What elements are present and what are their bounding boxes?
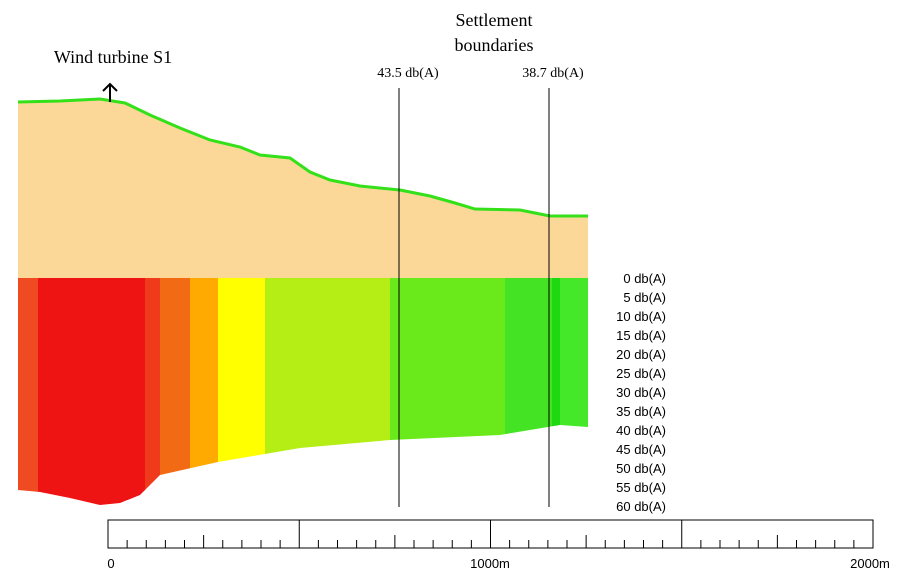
legend-label: 40 db(A)	[616, 423, 666, 438]
legend: 0 db(A) 5 db(A) 10 db(A) 15 db(A) 20 db(A) 25…	[616, 271, 666, 514]
legend-label: 50 db(A)	[616, 461, 666, 476]
legend-label: 45 db(A)	[616, 442, 666, 457]
scale-ticks	[126, 520, 855, 548]
legend-label: 15 db(A)	[616, 328, 666, 343]
scale-label: 0	[107, 556, 114, 571]
legend-label: 5 db(A)	[623, 290, 666, 305]
boundary-label: 38.7 db(A)	[522, 66, 584, 81]
noise-bands	[18, 278, 588, 505]
boundary-label: 43.5 db(A)	[377, 66, 439, 81]
scale-label: 2000m	[850, 556, 890, 571]
legend-label: 55 db(A)	[616, 480, 666, 495]
scale-label: 1000m	[470, 556, 510, 571]
legend-label: 60 db(A)	[616, 499, 666, 514]
legend-label: 0 db(A)	[623, 271, 666, 286]
settlement-title: boundaries	[455, 35, 534, 55]
turbine-icon	[102, 82, 118, 102]
legend-label: 30 db(A)	[616, 385, 666, 400]
terrain-surface	[17, 97, 588, 218]
settlement-title: Settlement	[456, 10, 533, 30]
turbine-label: Wind turbine S1	[54, 47, 172, 67]
legend-label: 20 db(A)	[616, 347, 666, 362]
legend-label: 10 db(A)	[616, 309, 666, 324]
legend-label: 35 db(A)	[616, 404, 666, 419]
legend-label: 25 db(A)	[616, 366, 666, 381]
terrain	[18, 99, 588, 278]
